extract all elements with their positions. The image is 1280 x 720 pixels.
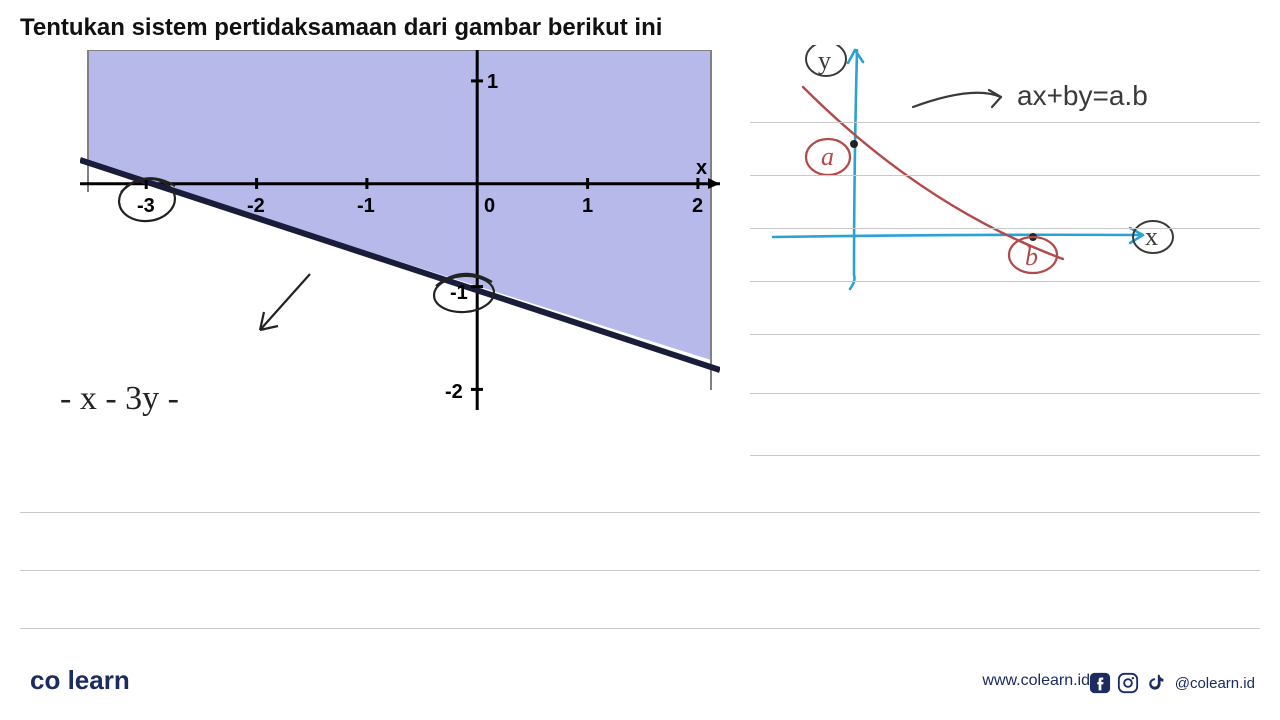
svg-text:-2: -2 xyxy=(247,195,265,217)
inequality-chart: -3 -2 -1 0 1 2 1 -1 -2 x xyxy=(80,50,720,410)
social-links: @colearn.id xyxy=(1089,672,1255,694)
svg-text:-2: -2 xyxy=(445,381,463,403)
svg-text:0: 0 xyxy=(484,195,495,217)
label-x-axis: x xyxy=(1145,222,1158,251)
page-title: Tentukan sistem pertidaksamaan dari gamb… xyxy=(20,14,662,42)
shaded-region xyxy=(88,50,711,360)
svg-text:-3: -3 xyxy=(137,195,155,217)
social-handle[interactable]: @colearn.id xyxy=(1175,675,1255,692)
intercept-equation: ax+by=a.b xyxy=(1017,80,1148,111)
tiktok-icon[interactable] xyxy=(1145,672,1167,694)
svg-text:x: x xyxy=(696,157,707,179)
handwritten-equation-left: - x - 3y - xyxy=(60,380,179,418)
label-y-axis: y xyxy=(818,46,831,75)
svg-text:-1: -1 xyxy=(450,282,468,304)
label-a: a xyxy=(821,142,834,171)
sketch-y-axis xyxy=(850,50,857,289)
label-b: b xyxy=(1025,242,1038,271)
svg-text:2: 2 xyxy=(692,195,703,217)
svg-text:1: 1 xyxy=(582,195,593,217)
facebook-icon[interactable] xyxy=(1089,672,1111,694)
page: Tentukan sistem pertidaksamaan dari gamb… xyxy=(0,0,1280,720)
sketch-line xyxy=(803,87,1063,259)
logo: co learn xyxy=(30,665,130,696)
svg-text:1: 1 xyxy=(487,71,498,93)
arrow-to-line xyxy=(260,274,310,330)
intercept-sketch: a b y x ax+by=a.b xyxy=(755,45,1255,365)
instagram-icon[interactable] xyxy=(1117,672,1139,694)
sketch-arrow xyxy=(913,93,1001,107)
footer-url[interactable]: www.colearn.id xyxy=(982,672,1090,690)
footer: co learn www.colearn.id @colearn.id xyxy=(0,662,1280,702)
svg-text:-1: -1 xyxy=(357,195,375,217)
sketch-x-axis xyxy=(773,235,1143,237)
